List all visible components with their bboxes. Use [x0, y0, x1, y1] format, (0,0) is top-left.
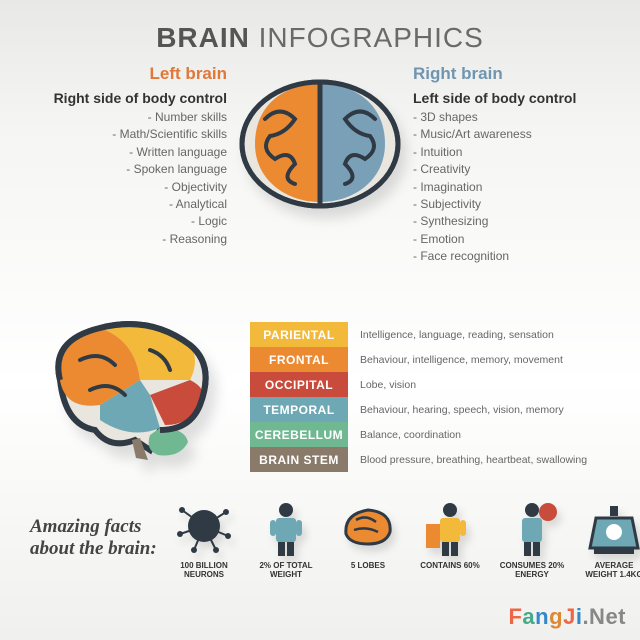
fact-label: AVERAGE WEIGHT 1.4KG	[580, 562, 640, 580]
lobe-desc: Behaviour, hearing, speech, vision, memo…	[348, 404, 564, 416]
list-item: 3D shapes	[413, 109, 605, 126]
lobe-desc: Blood pressure, breathing, heartbeat, sw…	[348, 454, 587, 466]
lobe-row: PARIENTALIntelligence, language, reading…	[250, 322, 620, 347]
fact-label: CONSUMES 20% ENERGY	[498, 562, 566, 580]
fact-label: 2% OF TOTAL WEIGHT	[252, 562, 320, 580]
watermark: FangJi.Net	[508, 604, 626, 630]
page-title: BRAIN INFOGRAPHICS	[0, 0, 640, 54]
facts-row: 100 BILLION NEURONS 2% OF TOTAL WEIGHT 5 L…	[170, 500, 640, 580]
fact-item: 5 LOBES	[334, 500, 402, 580]
list-item: Math/Scientific skills	[35, 126, 227, 143]
list-item: Subjectivity	[413, 196, 605, 213]
right-brain-label: Right brain	[413, 64, 605, 84]
fact-icon	[256, 500, 316, 558]
lobe-desc: Intelligence, language, reading, sensati…	[348, 329, 554, 341]
fact-item: 100 BILLION NEURONS	[170, 500, 238, 580]
hemispheres-section: Left brain Right side of body control Nu…	[0, 64, 640, 266]
lobe-tag: PARIENTAL	[250, 322, 348, 347]
list-item: Number skills	[35, 109, 227, 126]
brain-side-icon	[40, 310, 220, 475]
lobe-row: BRAIN STEMBlood pressure, breathing, hea…	[250, 447, 620, 472]
lobe-row: TEMPORALBehaviour, hearing, speech, visi…	[250, 397, 620, 422]
lobe-tag: FRONTAL	[250, 347, 348, 372]
right-brain-panel: Right brain Left side of body control 3D…	[405, 64, 605, 266]
fact-item: CONTAINS 60%	[416, 500, 484, 580]
lobe-desc: Balance, coordination	[348, 429, 461, 441]
fact-label: 5 LOBES	[334, 562, 402, 571]
list-item: Creativity	[413, 161, 605, 178]
left-brain-heading: Right side of body control	[35, 90, 227, 106]
lobe-tag: OCCIPITAL	[250, 372, 348, 397]
lobe-tag: BRAIN STEM	[250, 447, 348, 472]
lobe-row: CEREBELLUMBalance, coordination	[250, 422, 620, 447]
lobe-row: OCCIPITALLobe, vision	[250, 372, 620, 397]
lobe-desc: Lobe, vision	[348, 379, 416, 391]
fact-label: 100 BILLION NEURONS	[170, 562, 238, 580]
fact-item: 2% OF TOTAL WEIGHT	[252, 500, 320, 580]
fact-icon	[584, 500, 640, 558]
lobes-legend: PARIENTALIntelligence, language, reading…	[250, 322, 620, 472]
right-brain-list: 3D shapesMusic/Art awarenessIntuitionCre…	[413, 109, 605, 266]
left-brain-label: Left brain	[35, 64, 227, 84]
list-item: Logic	[35, 213, 227, 230]
fact-item: CONSUMES 20% ENERGY	[498, 500, 566, 580]
lobe-tag: TEMPORAL	[250, 397, 348, 422]
facts-title: Amazing facts about the brain:	[30, 516, 157, 560]
fact-item: AVERAGE WEIGHT 1.4KG	[580, 500, 640, 580]
lobe-row: FRONTALBehaviour, intelligence, memory, …	[250, 347, 620, 372]
fact-icon	[174, 500, 234, 558]
list-item: Intuition	[413, 144, 605, 161]
list-item: Spoken language	[35, 161, 227, 178]
lobe-desc: Behaviour, intelligence, memory, movemen…	[348, 354, 563, 366]
lobe-tag: CEREBELLUM	[250, 422, 348, 447]
brain-top-icon	[235, 64, 405, 214]
fact-label: CONTAINS 60%	[416, 562, 484, 571]
fact-icon	[338, 500, 398, 558]
left-brain-list: Number skillsMath/Scientific skillsWritt…	[35, 109, 227, 248]
left-brain-panel: Left brain Right side of body control Nu…	[35, 64, 235, 266]
list-item: Synthesizing	[413, 213, 605, 230]
list-item: Objectivity	[35, 179, 227, 196]
fact-icon	[420, 500, 480, 558]
list-item: Imagination	[413, 179, 605, 196]
list-item: Music/Art awareness	[413, 126, 605, 143]
list-item: Written language	[35, 144, 227, 161]
list-item: Reasoning	[35, 231, 227, 248]
right-brain-heading: Left side of body control	[413, 90, 605, 106]
fact-icon	[502, 500, 562, 558]
list-item: Emotion	[413, 231, 605, 248]
list-item: Face recognition	[413, 248, 605, 265]
list-item: Analytical	[35, 196, 227, 213]
